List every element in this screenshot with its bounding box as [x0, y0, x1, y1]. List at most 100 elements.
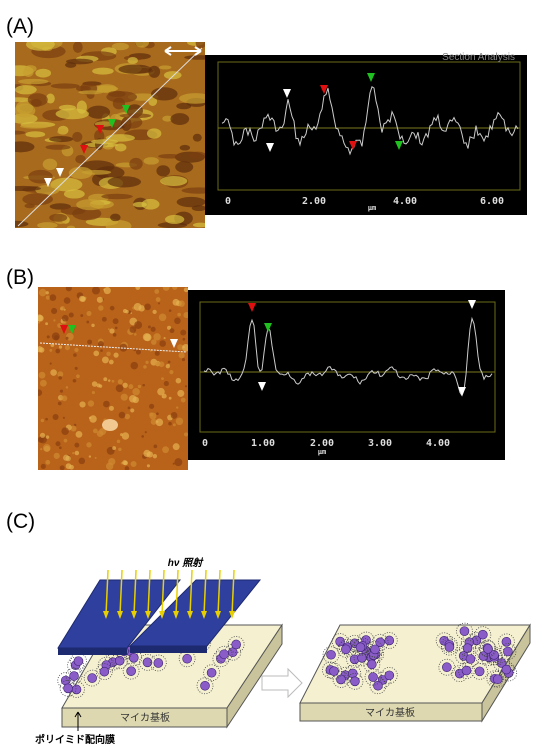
marker — [44, 178, 52, 187]
marker — [122, 105, 130, 114]
molecule-halo — [122, 662, 140, 680]
afm-grain — [63, 189, 85, 199]
afm-grain — [45, 435, 50, 439]
afm-grain — [15, 130, 26, 135]
afm-grain — [53, 452, 60, 459]
afm-grain — [86, 320, 90, 324]
afm-grain — [172, 462, 175, 465]
afm-grain — [174, 458, 183, 467]
photomask-edge — [58, 648, 127, 655]
molecule-halo — [367, 646, 385, 663]
molecule — [384, 670, 395, 681]
afm-grain — [135, 349, 141, 355]
molecule-halo — [83, 669, 101, 687]
x-tick-label: 0 — [202, 438, 208, 449]
afm-grain — [15, 185, 42, 192]
afm-grain — [49, 348, 53, 352]
afm-grain — [124, 466, 130, 470]
afm-grain — [161, 393, 167, 399]
molecule — [114, 655, 125, 666]
afm-grain — [119, 343, 128, 352]
marker — [264, 323, 272, 332]
afm-grain — [119, 113, 152, 119]
afm-grain — [144, 303, 151, 311]
afm-grain — [134, 321, 143, 329]
afm-grain — [98, 305, 104, 311]
afm-grain — [108, 405, 114, 411]
afm-grain — [37, 222, 58, 228]
afm-grain — [120, 433, 123, 436]
light-head — [229, 611, 235, 619]
afm-grain — [88, 416, 92, 420]
afm-grain — [92, 67, 114, 75]
light-head — [117, 611, 123, 619]
afm-grain — [129, 326, 137, 333]
afm-grain — [59, 389, 64, 393]
afm-grain — [156, 420, 159, 423]
molecule — [63, 683, 73, 694]
afm-grain — [39, 379, 47, 387]
molecule — [326, 649, 336, 660]
afm-grain — [38, 389, 43, 396]
afm-grain — [133, 302, 142, 311]
afm-grain — [63, 297, 71, 304]
molecule-halo — [362, 649, 380, 667]
molecule-halo — [485, 648, 503, 666]
afm-grain — [163, 71, 182, 80]
molecule-halo — [338, 638, 356, 656]
afm-grain — [45, 459, 51, 465]
molecule — [336, 674, 346, 685]
molecule — [142, 657, 153, 668]
molecule-halo — [331, 633, 349, 650]
x-unit: μm — [318, 448, 326, 456]
afm-grain — [165, 363, 170, 369]
afm-grain — [149, 403, 155, 409]
afm-grain — [101, 316, 107, 322]
molecule — [465, 654, 476, 664]
afm-grain — [72, 378, 77, 383]
afm-grain — [53, 319, 56, 322]
afm-grain — [179, 144, 191, 151]
molecule-halo — [111, 652, 129, 670]
afm-grain — [155, 297, 161, 302]
afm-grain — [169, 328, 175, 334]
afm-grain — [15, 100, 34, 115]
afm-grain — [181, 187, 205, 194]
film-pointer — [74, 711, 82, 731]
afm-grain — [74, 366, 78, 370]
molecule-halo — [468, 631, 485, 649]
afm-grain — [65, 463, 72, 470]
afm-grain — [45, 295, 51, 300]
molecule-halo — [462, 650, 479, 668]
marker — [248, 303, 256, 312]
afm-grain — [46, 335, 50, 339]
afm-grain — [72, 451, 75, 455]
afm-grain — [118, 64, 152, 74]
afm-grain — [97, 340, 104, 347]
afm-grain — [72, 42, 83, 53]
light-head — [131, 611, 137, 619]
afm-grain — [141, 435, 145, 438]
substrate-label: マイカ基板 — [120, 711, 170, 724]
afm-grain — [156, 412, 159, 416]
afm-grain — [169, 370, 174, 375]
afm-grain — [142, 383, 145, 387]
afm-grain — [128, 384, 134, 390]
afm-grain — [127, 406, 131, 410]
afm-grain — [157, 222, 188, 228]
marker — [367, 73, 375, 82]
afm-grain — [176, 196, 205, 208]
afm-grain — [181, 358, 186, 362]
afm-grain — [92, 428, 98, 434]
afm-grain — [103, 287, 111, 295]
afm-grain — [161, 377, 164, 381]
afm-grain — [79, 295, 86, 302]
afm-grain — [106, 351, 111, 357]
afm-grain — [168, 309, 172, 312]
x-tick-label: 0 — [225, 196, 231, 207]
afm-grain — [101, 356, 109, 364]
molecule-halo — [227, 636, 245, 653]
afm-grain — [142, 333, 151, 342]
molecule — [459, 626, 470, 636]
